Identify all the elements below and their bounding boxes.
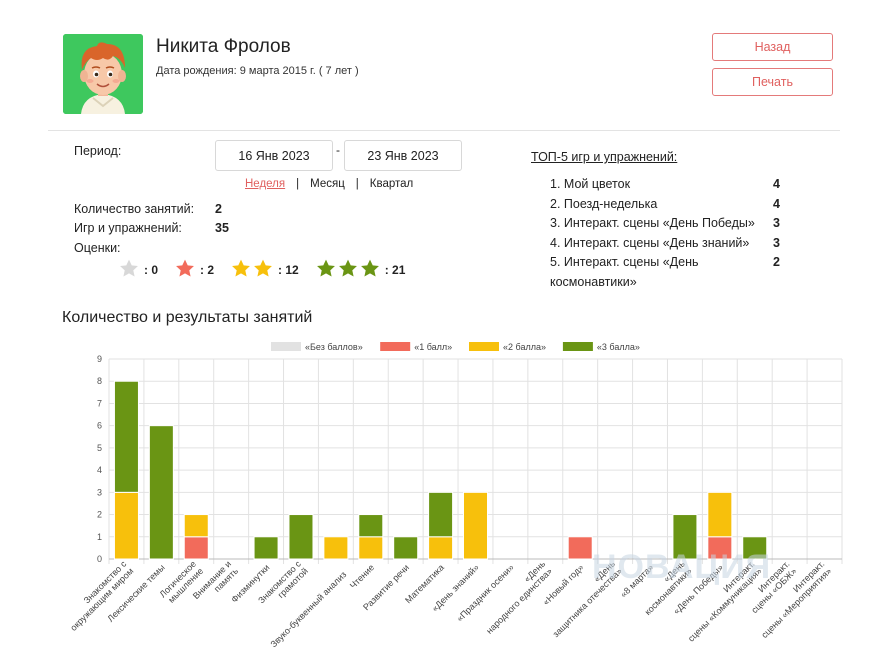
games-count-value: 35 bbox=[215, 221, 229, 235]
child-avatar bbox=[63, 34, 143, 114]
grade-2-count: : 12 bbox=[278, 263, 299, 277]
y-tick-label: 2 bbox=[97, 510, 102, 520]
bar-segment bbox=[113, 491, 139, 560]
back-button[interactable]: Назад bbox=[712, 33, 833, 61]
star-icon bbox=[360, 259, 379, 277]
top5-item-value: 4 bbox=[773, 196, 780, 211]
bar-segment bbox=[428, 491, 454, 538]
period-divider: | bbox=[296, 178, 300, 190]
chart-section-title: Количество и результаты занятий bbox=[62, 309, 313, 326]
grade-1-stars bbox=[174, 258, 196, 282]
legend-swatch bbox=[380, 342, 411, 351]
date-separator: - bbox=[336, 143, 340, 157]
games-count-label: Игр и упражнений: bbox=[74, 221, 182, 235]
top5-item: 1. Мой цветок 4 bbox=[550, 175, 785, 195]
x-tick-label: Знакомство сокружающим миром bbox=[61, 558, 135, 632]
grade-3-stars bbox=[315, 258, 381, 282]
birth-date: Дата рождения: 9 марта 2015 г. ( 7 лет ) bbox=[156, 65, 359, 77]
grade-1-count: : 2 bbox=[200, 263, 215, 277]
top5-item: 5. Интеракт. сцены «День космонавтики» 2 bbox=[550, 253, 780, 292]
lessons-count-label: Количество занятий: bbox=[74, 202, 195, 216]
top5-item: 3. Интеракт. сцены «День Победы» 3 bbox=[550, 214, 785, 234]
bar-segment bbox=[113, 380, 139, 493]
top5-item-value: 3 bbox=[773, 216, 780, 230]
period-month-link[interactable]: Месяц bbox=[310, 178, 345, 190]
y-tick-label: 6 bbox=[97, 421, 102, 431]
bar-segment bbox=[393, 536, 419, 560]
bar-segment bbox=[742, 536, 768, 560]
top5-list: 1. Мой цветок 4 2. Поезд-неделька 4 3. Инт… bbox=[550, 175, 785, 292]
top5-item-value: 4 bbox=[773, 177, 780, 191]
bar-segment bbox=[707, 491, 733, 538]
y-tick-label: 1 bbox=[97, 532, 102, 542]
y-tick-label: 5 bbox=[97, 443, 102, 453]
legend-swatch bbox=[271, 342, 301, 351]
bar-segment bbox=[183, 514, 209, 538]
child-name: Никита Фролов bbox=[156, 36, 291, 57]
top5-item: 2. Поезд-неделька 4 bbox=[550, 195, 785, 215]
period-quarter-link[interactable]: Квартал bbox=[369, 178, 414, 190]
bar-segment bbox=[358, 514, 384, 538]
star-icon bbox=[232, 259, 250, 277]
y-tick-label: 8 bbox=[97, 376, 102, 386]
bar-segment bbox=[253, 536, 279, 560]
period-label: Период: bbox=[74, 144, 122, 158]
top5-item: 4. Интеракт. сцены «День знаний» 3 bbox=[550, 234, 785, 254]
period-switcher: Неделя | Месяц | Квартал bbox=[245, 178, 413, 190]
legend-label: «2 балла» bbox=[503, 342, 546, 352]
top5-item-label: 4. Интеракт. сцены «День знаний» bbox=[550, 235, 750, 250]
bar-segment bbox=[428, 536, 454, 560]
top5-item-value: 2 bbox=[773, 255, 780, 269]
bar-segment bbox=[672, 514, 698, 560]
header-divider bbox=[48, 130, 840, 131]
legend-label: «3 балла» bbox=[597, 342, 640, 352]
top5-title: ТОП-5 игр и упражнений: bbox=[531, 150, 678, 164]
bar-segment bbox=[288, 514, 314, 560]
date-to-field[interactable]: 23 Янв 2023 bbox=[344, 140, 462, 171]
top5-item-value: 3 bbox=[773, 235, 780, 250]
grade-2-stars bbox=[230, 258, 274, 282]
legend-swatch bbox=[469, 342, 499, 351]
star-icon bbox=[338, 259, 357, 277]
watermark-logo: НОВАЦИЯ bbox=[592, 548, 772, 586]
top5-item-label: 3. Интеракт. сцены «День Победы» bbox=[550, 216, 755, 230]
period-week-link[interactable]: Неделя bbox=[245, 178, 286, 190]
grade-none-count: : 0 bbox=[144, 263, 159, 277]
star-icon bbox=[176, 259, 194, 277]
bar-segment bbox=[183, 536, 209, 560]
y-tick-label: 9 bbox=[97, 354, 102, 364]
bar-segment bbox=[463, 491, 488, 560]
legend-swatch bbox=[562, 342, 593, 351]
period-divider: | bbox=[355, 178, 359, 190]
grade-none-stars bbox=[118, 258, 140, 282]
bar-segment bbox=[148, 425, 174, 560]
grade-3-count: : 21 bbox=[384, 263, 406, 277]
y-tick-label: 3 bbox=[97, 487, 102, 497]
grades-label: Оценки: bbox=[74, 241, 121, 255]
legend-label: «Без баллов» bbox=[305, 342, 363, 352]
bar-segment bbox=[358, 536, 384, 560]
y-tick-label: 4 bbox=[97, 465, 102, 475]
star-icon bbox=[120, 259, 138, 277]
top5-item-label: 5. Интеракт. сцены «День космонавтики» bbox=[550, 255, 699, 289]
y-tick-label: 7 bbox=[97, 398, 102, 408]
print-button[interactable]: Печать bbox=[712, 68, 833, 96]
y-tick-label: 0 bbox=[97, 554, 102, 564]
top5-item-label: 1. Мой цветок bbox=[550, 177, 631, 191]
grades-summary: : 0 : 2 : 12 : 21 bbox=[118, 258, 421, 282]
bar-segment bbox=[323, 536, 349, 560]
star-icon bbox=[316, 259, 335, 277]
bar-segment bbox=[567, 536, 593, 560]
x-tick-label: Чтение bbox=[348, 562, 376, 590]
lessons-count-value: 2 bbox=[215, 202, 222, 216]
date-from-field[interactable]: 16 Янв 2023 bbox=[215, 140, 333, 171]
top5-item-label: 2. Поезд-неделька bbox=[550, 196, 658, 211]
star-icon bbox=[254, 259, 272, 277]
legend-label: «1 балл» bbox=[414, 342, 452, 352]
